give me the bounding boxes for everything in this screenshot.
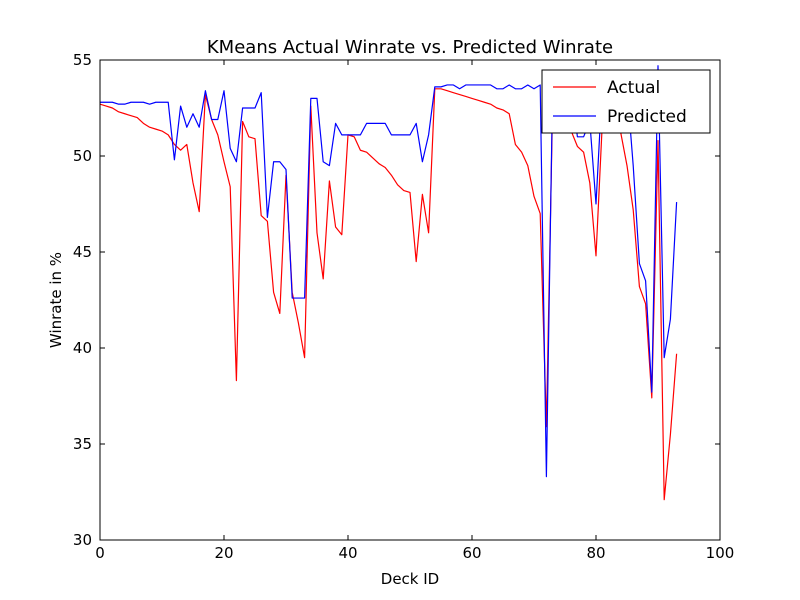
series-line-predicted xyxy=(100,65,678,478)
x-tick-label-2: 40 xyxy=(338,544,357,562)
ticks-layer: 0 20 40 60 80 100 30 35 40 45 50 55 xyxy=(73,51,734,562)
y-tick-label-1: 35 xyxy=(73,435,92,453)
y-tick-label-4: 50 xyxy=(73,147,92,165)
x-tick-label-0: 0 xyxy=(95,544,105,562)
y-tick-label-5: 55 xyxy=(73,51,92,69)
chart-title: KMeans Actual Winrate vs. Predicted Winr… xyxy=(207,37,613,58)
x-tick-label-5: 100 xyxy=(706,544,735,562)
series-line-actual xyxy=(100,88,678,501)
legend: Actual Predicted xyxy=(541,69,711,134)
plot-frame xyxy=(99,59,721,541)
x-tick-label-3: 60 xyxy=(462,544,481,562)
series-layer xyxy=(100,65,678,501)
legend-label-actual: Actual xyxy=(607,78,660,98)
legend-box xyxy=(541,69,711,134)
x-axis-title: Deck ID xyxy=(381,570,439,588)
x-tick-label-4: 80 xyxy=(586,544,605,562)
y-tick-label-2: 40 xyxy=(73,339,92,357)
x-tick-label-1: 20 xyxy=(214,544,233,562)
y-tick-label-0: 30 xyxy=(73,531,92,549)
y-axis-title: Winrate in % xyxy=(47,252,65,348)
y-tick-label-3: 45 xyxy=(73,243,92,261)
legend-label-predicted: Predicted xyxy=(607,107,687,127)
